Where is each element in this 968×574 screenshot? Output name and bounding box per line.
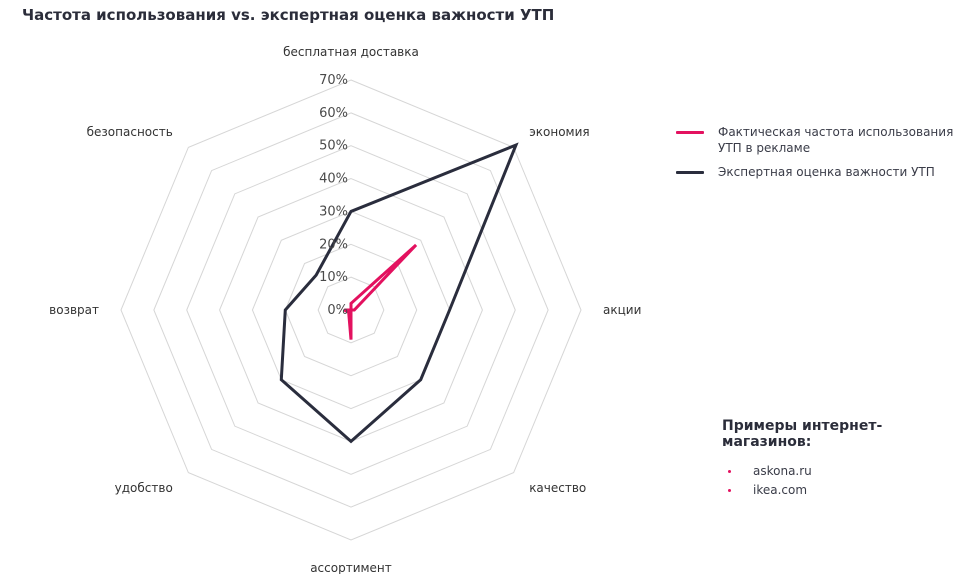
legend-item-actual[interactable]: Фактическая частота использования УТП в … — [676, 124, 966, 156]
example-item[interactable]: ikea.com — [722, 483, 968, 497]
axis-label: бесплатная доставка — [283, 45, 419, 59]
legend-label-expert: Экспертная оценка важности УТП — [718, 165, 935, 179]
axis-label: ассортимент — [310, 561, 392, 574]
radar-labels: 0% 10% 20% 30% 40% 50% 60% 70% бесплатная достав… — [49, 45, 641, 574]
grid-ring — [153, 112, 549, 508]
example-label: askona.ru — [753, 464, 812, 478]
tick-label: 0% — [327, 303, 348, 318]
grid-ring — [120, 79, 582, 541]
grid-ring — [284, 243, 418, 377]
legend-swatch-expert — [676, 171, 704, 174]
axis-label: акции — [603, 303, 641, 317]
series-line-actual — [343, 243, 418, 340]
series-line-expert — [279, 142, 519, 444]
tick-label: 30% — [319, 204, 348, 219]
axis-label: возврат — [49, 303, 99, 317]
tick-label: 70% — [319, 73, 348, 88]
axis-label: удобство — [115, 481, 173, 495]
tick-label: 10% — [319, 270, 348, 285]
example-label: ikea.com — [753, 483, 808, 497]
tick-label: 40% — [319, 172, 348, 187]
examples-title: Примеры интернет-магазинов: — [722, 418, 883, 450]
tick-label: 20% — [319, 237, 348, 252]
radar-series — [279, 142, 519, 444]
grid-ring — [251, 210, 451, 410]
bullet-icon — [728, 469, 731, 473]
bullet-icon — [728, 488, 731, 492]
grid-ring — [317, 276, 385, 344]
tick-label: 50% — [319, 139, 348, 154]
examples-block: Примеры интернет-магазинов: askona.ru ik… — [722, 418, 968, 502]
axis-label: экономия — [529, 125, 589, 139]
legend-item-expert[interactable]: Экспертная оценка важности УТП — [676, 164, 966, 180]
legend-swatch-actual — [676, 131, 704, 134]
tick-label: 60% — [319, 106, 348, 121]
grid-ring — [186, 145, 516, 475]
axis-label: безопасность — [87, 125, 173, 139]
legend-label-actual: Фактическая частота использования УТП в … — [718, 125, 954, 155]
axis-label: качество — [529, 481, 586, 495]
example-item[interactable]: askona.ru — [722, 464, 968, 478]
legend: Фактическая частота использования УТП в … — [676, 124, 966, 188]
chart-title: Частота использования vs. экспертная оце… — [22, 6, 555, 24]
